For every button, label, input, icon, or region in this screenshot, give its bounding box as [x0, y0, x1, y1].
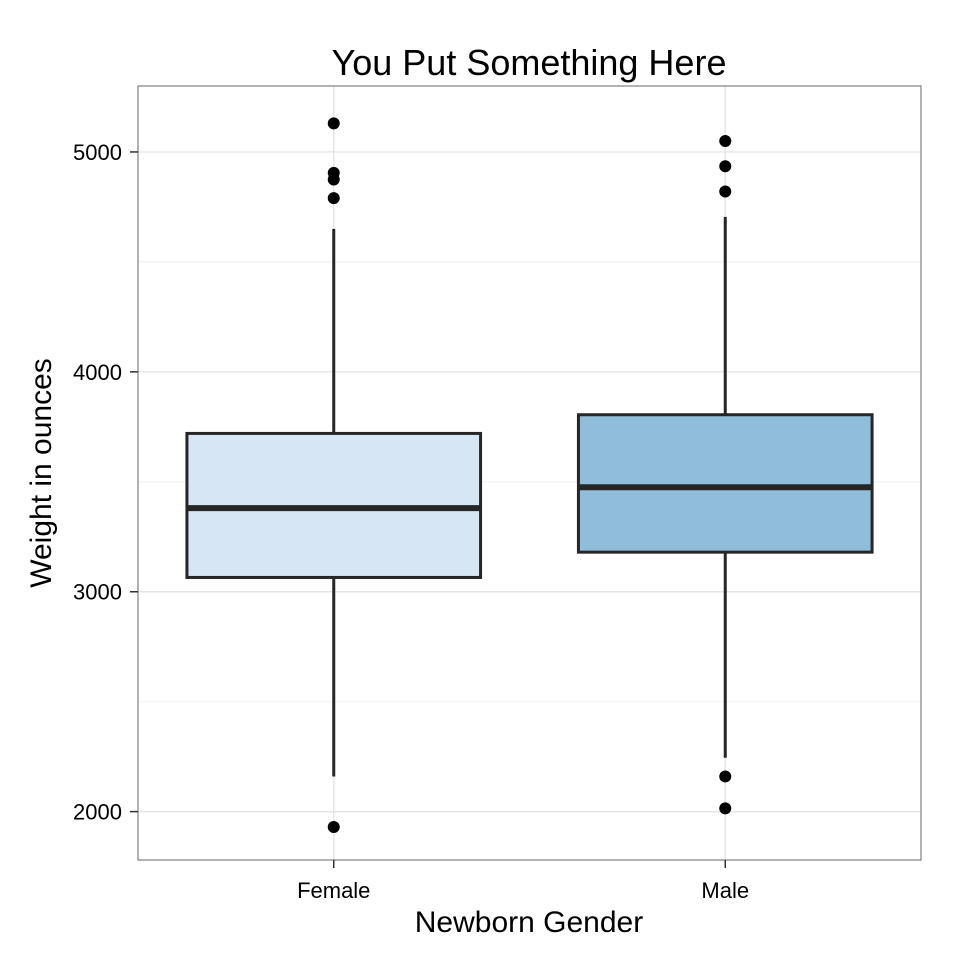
outlier-point — [719, 802, 732, 815]
y-tick-label: 2000 — [73, 800, 122, 825]
outlier-point — [327, 117, 340, 130]
box-iqr — [576, 413, 874, 554]
outlier-point — [327, 192, 340, 205]
y-tick-label: 4000 — [73, 360, 122, 385]
x-axis-title: Newborn Gender — [415, 906, 643, 939]
y-tick-label: 3000 — [73, 580, 122, 605]
box-male — [576, 134, 874, 815]
outlier-point — [719, 185, 732, 198]
chart-title: You Put Something Here — [332, 42, 727, 83]
outlier-point — [719, 134, 732, 147]
x-tick-label: Female — [297, 878, 370, 903]
panel-border — [137, 85, 922, 861]
outlier-point — [719, 160, 732, 173]
outlier-point — [327, 821, 340, 834]
outlier-point — [327, 166, 340, 179]
y-tick-label: 5000 — [73, 140, 122, 165]
box-female — [185, 117, 483, 834]
boxes — [185, 117, 874, 834]
x-tick-label: Male — [701, 878, 749, 903]
outlier-point — [719, 770, 732, 783]
y-axis-title: Weight in ounces — [25, 358, 58, 588]
grid-lines — [138, 86, 921, 860]
axes: 2000 3000 4000 5000 Female Male — [73, 140, 749, 903]
